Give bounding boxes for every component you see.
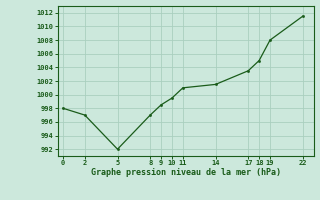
X-axis label: Graphe pression niveau de la mer (hPa): Graphe pression niveau de la mer (hPa) (91, 168, 281, 177)
